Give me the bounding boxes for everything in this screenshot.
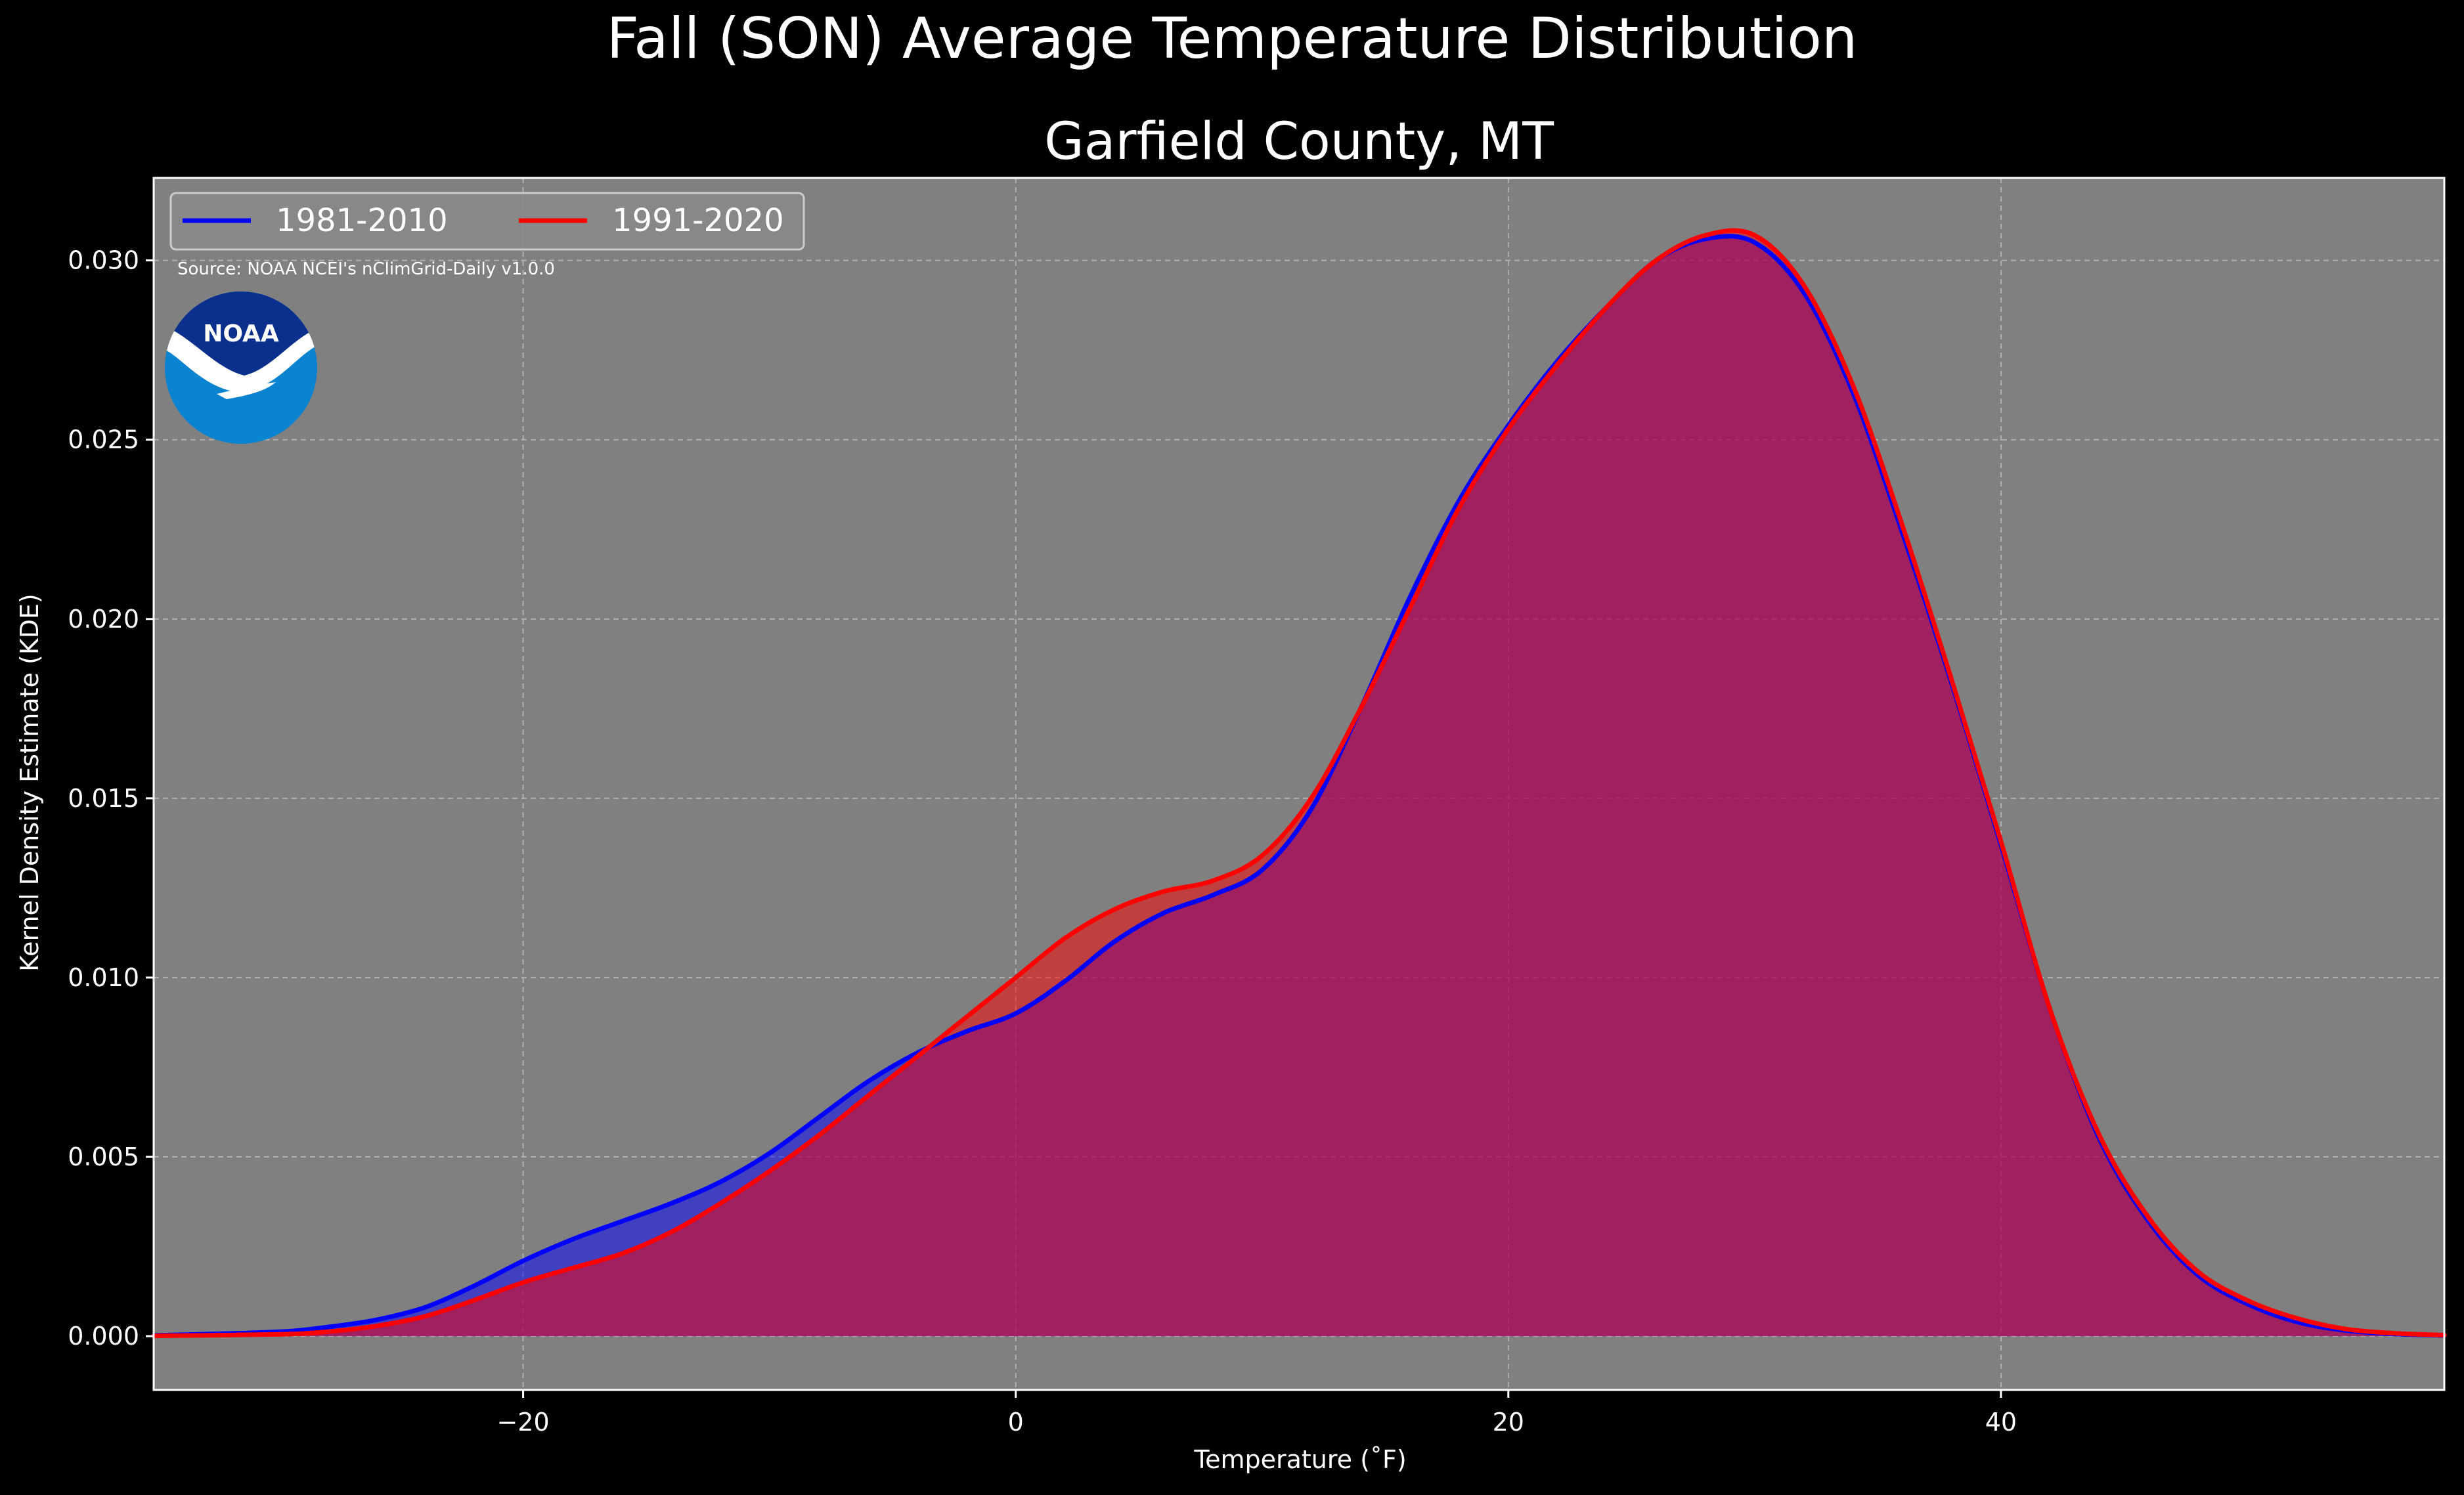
series-lines [151, 228, 2447, 1339]
legend-label-1981-2010: 1981-2010 [276, 202, 448, 239]
logo-bird-tail [217, 382, 276, 399]
axis-ticks: −20 0 20 40 0.000 0.005 0.010 0.015 0.020 0.025 0.… [68, 246, 2017, 1437]
source-annotation: Source: NOAA NCEI's nClimGrid-Daily v1.0… [177, 259, 555, 279]
y-tick-label: 0.025 [68, 425, 139, 454]
x-axis-label: Temperature (˚F) [1193, 1445, 1406, 1474]
x-tick-label: 20 [1493, 1408, 1524, 1437]
chart-subtitle: Garfield County, MT [1044, 112, 1554, 171]
y-tick-label: 0.030 [68, 246, 139, 275]
logo-bird-wing [165, 325, 317, 393]
series-fill-1991-2020 [154, 230, 2444, 1337]
y-axis-label: Kernel Density Estimate (KDE) [15, 594, 44, 972]
logo-text: NOAA [203, 320, 279, 347]
chart-title: Fall (SON) Average Temperature Distribut… [607, 6, 1858, 72]
legend-label-1991-2020: 1991-2020 [612, 202, 784, 239]
y-tick-label: 0.000 [68, 1322, 139, 1351]
y-tick-label: 0.020 [68, 605, 139, 634]
legend: 1981-2010 1991-2020 [169, 192, 805, 251]
y-tick-label: 0.005 [68, 1142, 139, 1171]
legend-box [169, 192, 805, 251]
x-tick-label: 40 [1985, 1408, 2017, 1437]
series-fills [154, 230, 2444, 1337]
y-tick-label: 0.015 [68, 784, 139, 813]
plot-frame [152, 177, 2446, 1391]
y-tick-label: 0.010 [68, 963, 139, 992]
series-line-1991-2020 [151, 228, 2447, 1339]
x-tick-label: −20 [496, 1408, 549, 1437]
x-tick-label: 0 [1008, 1408, 1024, 1437]
